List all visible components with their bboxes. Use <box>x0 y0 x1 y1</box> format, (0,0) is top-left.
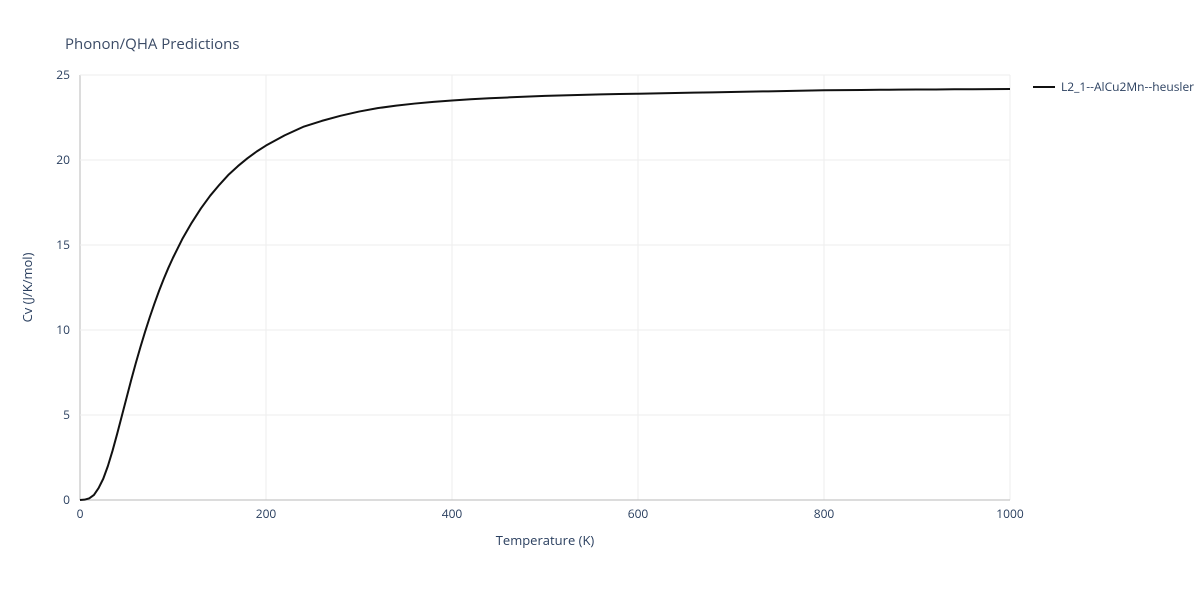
y-tick-label: 15 <box>56 236 70 253</box>
x-tick-label: 600 <box>628 505 649 522</box>
y-tick-label: 10 <box>56 321 70 338</box>
y-axis-label: Cv (J/K/mol) <box>18 252 36 322</box>
x-tick-label: 800 <box>814 505 835 522</box>
x-tick-label: 0 <box>77 505 84 522</box>
y-tick-label: 5 <box>63 406 70 423</box>
y-tick-label: 0 <box>63 491 70 508</box>
y-tick-label: 20 <box>56 151 70 168</box>
chart-container: Phonon/QHA Predictions 02004006008001000… <box>0 0 1200 600</box>
legend[interactable]: L2_1--AlCu2Mn--heusler <box>1033 78 1194 95</box>
x-tick-label: 400 <box>442 505 463 522</box>
x-tick-label: 1000 <box>996 505 1024 522</box>
x-tick-label: 200 <box>256 505 277 522</box>
y-tick-label: 25 <box>56 66 70 83</box>
legend-label: L2_1--AlCu2Mn--heusler <box>1061 78 1194 95</box>
chart-svg: 0 200 400 600 800 1000 0 5 10 15 20 25 Temperature (… <box>0 0 1200 600</box>
x-axis-label: Temperature (K) <box>496 531 595 549</box>
chart-title: Phonon/QHA Predictions <box>65 34 240 54</box>
legend-swatch <box>1033 86 1055 88</box>
